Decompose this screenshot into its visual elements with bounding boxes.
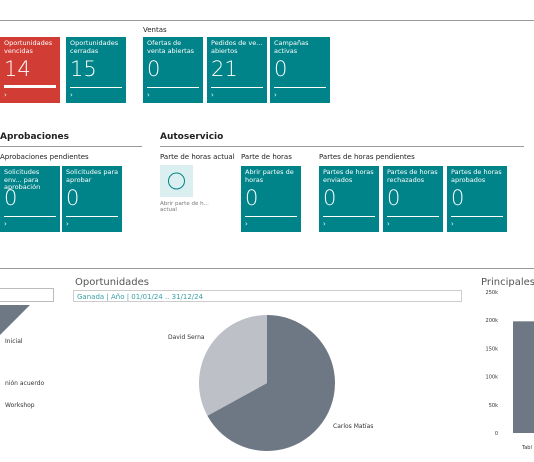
tile-value: 0 (451, 186, 465, 210)
y-tick-label: 200k (486, 318, 499, 324)
divider (160, 146, 524, 147)
tile-value: 0 (147, 57, 161, 81)
tile-arrow: › (387, 220, 390, 228)
tile-underline (4, 216, 56, 217)
funnel-label: Inicial (5, 338, 23, 345)
chart-title: Principales 5 (481, 277, 534, 288)
filter-box[interactable]: Ganada | Año | 01/01/24 .. 31/12/24 (73, 290, 462, 302)
pie-label: David Serna (168, 334, 205, 341)
tile-value: 0 (387, 186, 401, 210)
y-tick-label: 100k (486, 375, 499, 381)
y-tick-label: 0 (495, 431, 498, 437)
tile-arrow: › (70, 91, 73, 99)
tile-arrow: › (451, 220, 454, 228)
tile-title: Partes de horas rechazados (387, 168, 438, 184)
section-title: Autoservicio (160, 132, 224, 142)
tile-value: 14 (4, 57, 31, 81)
tile[interactable]: Solicitudes para aprobar 0 › (62, 166, 122, 232)
tile[interactable]: Partes de horas aprobados 0 › (447, 166, 507, 232)
divider (0, 20, 534, 21)
tile-title: Oportunidades vencidas (4, 39, 53, 55)
tile-value: 0 (323, 186, 337, 210)
tile-underline (70, 87, 122, 88)
filter-box[interactable] (0, 288, 54, 302)
pie-label: Carlos Matías (333, 423, 373, 430)
action-label[interactable]: Abrir parte de h... actual (160, 201, 209, 213)
tile-arrow: › (323, 220, 326, 228)
group-label: Aprobaciones pendientes (0, 153, 89, 161)
tile-arrow: › (211, 91, 214, 99)
pie-slice[interactable] (207, 315, 335, 451)
tile-value: 15 (70, 57, 97, 81)
tile[interactable]: Campañas activas 0 › (270, 37, 330, 103)
funnel (0, 305, 30, 335)
x-tick-label: Tabl (521, 445, 532, 451)
tile-title: Partes de horas aprobados (451, 168, 502, 184)
tile-arrow: › (4, 220, 7, 228)
section-title: Aprobaciones (0, 132, 70, 142)
tile[interactable]: Pedidos de ve... abiertos 21 › (207, 37, 267, 103)
tile-underline (274, 87, 326, 88)
tile-title: Abrir partes de horas (245, 168, 294, 184)
tile[interactable]: Partes de horas enviados 0 › (319, 166, 379, 232)
tile-arrow: › (147, 91, 150, 99)
tile-title: Ofertas de venta abiertas (147, 39, 195, 55)
tile[interactable]: Abrir partes de horas 0 › (241, 166, 301, 232)
tile-underline (147, 87, 199, 88)
group-label: Partes de horas pendientes (319, 153, 415, 161)
tile-value: 0 (4, 186, 18, 210)
group-label: Parte de horas (241, 153, 292, 161)
tile-value: 0 (274, 57, 288, 81)
divider (0, 268, 534, 269)
tile-title: Oportunidades cerradas (70, 39, 119, 55)
tile-value: 0 (245, 186, 259, 210)
tile[interactable]: Solicitudes env... para aprobación 0 › (0, 166, 60, 232)
chart-title[interactable]: Oportunidades (75, 277, 150, 288)
group-label: Parte de horas actual (160, 153, 235, 161)
tile-arrow: › (245, 220, 248, 228)
tile-underline (4, 85, 56, 88)
tile[interactable]: Oportunidades vencidas 14 › (0, 37, 60, 103)
tile-title: Pedidos de ve... abiertos (211, 39, 263, 55)
action-tile[interactable] (160, 165, 193, 197)
tile[interactable]: Ofertas de venta abiertas 0 › (143, 37, 203, 103)
y-tick-label: 250k (486, 290, 499, 296)
tile-underline (66, 216, 118, 217)
tile-title: Solicitudes para aprobar (66, 168, 119, 184)
tile-title: Partes de horas enviados (323, 168, 374, 184)
tile-underline (387, 216, 439, 217)
funnel-label: Workshop (5, 402, 35, 409)
pie-slice[interactable] (198, 315, 267, 416)
tile-arrow: › (4, 91, 7, 99)
tile-value: 21 (211, 57, 238, 81)
tile-underline (451, 216, 503, 217)
tile-title: Campañas activas (274, 39, 309, 55)
tile[interactable]: Partes de horas rechazados 0 › (383, 166, 443, 232)
y-tick-label: 50k (489, 403, 498, 409)
divider (0, 146, 142, 147)
tile-underline (323, 216, 375, 217)
tile-underline (245, 216, 297, 217)
group-label: Ventas (143, 26, 167, 34)
tile-arrow: › (66, 220, 69, 228)
tile-title: Solicitudes env... para aprobación (4, 168, 41, 191)
y-tick-label: 150k (486, 346, 499, 352)
tile-underline (211, 87, 263, 88)
bar[interactable] (513, 321, 534, 433)
tile[interactable]: Oportunidades cerradas 15 › (66, 37, 126, 103)
funnel-label: nión acuerdo (5, 380, 44, 387)
tile-value: 0 (66, 186, 80, 210)
tile-arrow: › (274, 91, 277, 99)
